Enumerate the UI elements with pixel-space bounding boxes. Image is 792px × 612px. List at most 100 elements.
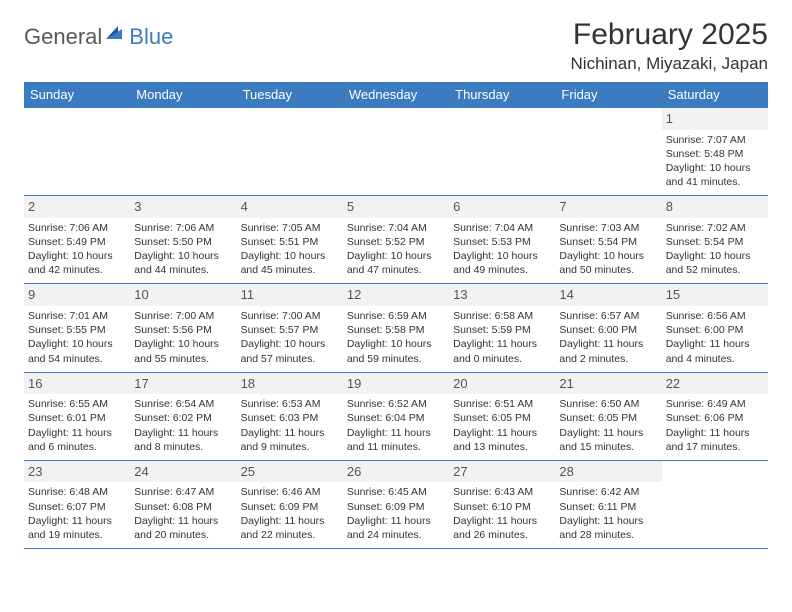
- sunset-label: Sunset: 6:08 PM: [134, 500, 232, 514]
- daylight-label: Daylight: 10 hours and 55 minutes.: [134, 337, 232, 365]
- sunrise-label: Sunrise: 7:05 AM: [241, 221, 339, 235]
- daylight-label: Daylight: 11 hours and 2 minutes.: [559, 337, 657, 365]
- sunrise-label: Sunrise: 7:07 AM: [666, 133, 764, 147]
- daylight-label: Daylight: 11 hours and 9 minutes.: [241, 426, 339, 454]
- sunset-label: Sunset: 5:53 PM: [453, 235, 551, 249]
- sunrise-label: Sunrise: 7:02 AM: [666, 221, 764, 235]
- day-number: 11: [237, 284, 343, 306]
- daylight-label: Daylight: 11 hours and 28 minutes.: [559, 514, 657, 542]
- logo-text-blue: Blue: [129, 24, 173, 50]
- day-cell: 2Sunrise: 7:06 AMSunset: 5:49 PMDaylight…: [24, 196, 130, 283]
- sunset-label: Sunset: 6:09 PM: [241, 500, 339, 514]
- day-number: 24: [130, 461, 236, 483]
- day-number: 16: [24, 373, 130, 395]
- sunrise-label: Sunrise: 7:00 AM: [134, 309, 232, 323]
- location-label: Nichinan, Miyazaki, Japan: [571, 54, 768, 74]
- sunrise-label: Sunrise: 6:45 AM: [347, 485, 445, 499]
- sunset-label: Sunset: 5:51 PM: [241, 235, 339, 249]
- sunrise-label: Sunrise: 6:50 AM: [559, 397, 657, 411]
- weekday-header: Tuesday: [237, 82, 343, 108]
- day-cell: [237, 108, 343, 195]
- day-cell: 11Sunrise: 7:00 AMSunset: 5:57 PMDayligh…: [237, 284, 343, 371]
- day-number: 9: [24, 284, 130, 306]
- sunset-label: Sunset: 6:01 PM: [28, 411, 126, 425]
- day-cell: 7Sunrise: 7:03 AMSunset: 5:54 PMDaylight…: [555, 196, 661, 283]
- logo: General Blue: [24, 18, 173, 50]
- day-number: 26: [343, 461, 449, 483]
- day-cell: 3Sunrise: 7:06 AMSunset: 5:50 PMDaylight…: [130, 196, 236, 283]
- sunset-label: Sunset: 5:52 PM: [347, 235, 445, 249]
- sunrise-label: Sunrise: 6:52 AM: [347, 397, 445, 411]
- week-row: 2Sunrise: 7:06 AMSunset: 5:49 PMDaylight…: [24, 196, 768, 284]
- sunrise-label: Sunrise: 6:57 AM: [559, 309, 657, 323]
- day-number: 25: [237, 461, 343, 483]
- day-cell: [449, 108, 555, 195]
- sunset-label: Sunset: 6:05 PM: [559, 411, 657, 425]
- day-number: 6: [449, 196, 555, 218]
- day-number: 17: [130, 373, 236, 395]
- day-number: 15: [662, 284, 768, 306]
- day-cell: 18 Sunrise: 6:53 AMSunset: 6:03 PMDayligh…: [237, 373, 343, 460]
- daylight-label: Daylight: 10 hours and 45 minutes.: [241, 249, 339, 277]
- day-cell: [130, 108, 236, 195]
- day-cell: 25Sunrise: 6:46 AMSunset: 6:09 PMDayligh…: [237, 461, 343, 548]
- calendar-page: General Blue February 2025 Nichinan, Miy…: [0, 0, 792, 549]
- sunset-label: Sunset: 5:48 PM: [666, 147, 764, 161]
- sunrise-label: Sunrise: 7:01 AM: [28, 309, 126, 323]
- daylight-label: Daylight: 11 hours and 11 minutes.: [347, 426, 445, 454]
- sunrise-label: Sunrise: 6:58 AM: [453, 309, 551, 323]
- daylight-label: Daylight: 10 hours and 47 minutes.: [347, 249, 445, 277]
- sunrise-label: Sunrise: 6:53 AM: [241, 397, 339, 411]
- sunset-label: Sunset: 6:07 PM: [28, 500, 126, 514]
- day-number: 19: [343, 373, 449, 395]
- sunrise-label: Sunrise: 6:42 AM: [559, 485, 657, 499]
- daylight-label: Daylight: 11 hours and 24 minutes.: [347, 514, 445, 542]
- day-cell: 27Sunrise: 6:43 AMSunset: 6:10 PMDayligh…: [449, 461, 555, 548]
- daylight-label: Daylight: 10 hours and 59 minutes.: [347, 337, 445, 365]
- daylight-label: Daylight: 10 hours and 50 minutes.: [559, 249, 657, 277]
- day-cell: 13Sunrise: 6:58 AMSunset: 5:59 PMDayligh…: [449, 284, 555, 371]
- day-number: 27: [449, 461, 555, 483]
- sunset-label: Sunset: 6:11 PM: [559, 500, 657, 514]
- daylight-label: Daylight: 11 hours and 15 minutes.: [559, 426, 657, 454]
- day-cell: [555, 108, 661, 195]
- sunrise-label: Sunrise: 7:04 AM: [347, 221, 445, 235]
- daylight-label: Daylight: 10 hours and 49 minutes.: [453, 249, 551, 277]
- daylight-label: Daylight: 11 hours and 0 minutes.: [453, 337, 551, 365]
- sunrise-label: Sunrise: 7:03 AM: [559, 221, 657, 235]
- day-number: 4: [237, 196, 343, 218]
- sunset-label: Sunset: 5:55 PM: [28, 323, 126, 337]
- calendar-grid: Sunday Monday Tuesday Wednesday Thursday…: [24, 82, 768, 549]
- sunset-label: Sunset: 5:59 PM: [453, 323, 551, 337]
- sunrise-label: Sunrise: 6:59 AM: [347, 309, 445, 323]
- week-row: 16Sunrise: 6:55 AMSunset: 6:01 PMDayligh…: [24, 373, 768, 461]
- day-cell: 1Sunrise: 7:07 AMSunset: 5:48 PMDaylight…: [662, 108, 768, 195]
- sunset-label: Sunset: 6:03 PM: [241, 411, 339, 425]
- sunset-label: Sunset: 6:10 PM: [453, 500, 551, 514]
- daylight-label: Daylight: 11 hours and 13 minutes.: [453, 426, 551, 454]
- sunset-label: Sunset: 6:00 PM: [559, 323, 657, 337]
- month-title: February 2025: [571, 18, 768, 52]
- sunrise-label: Sunrise: 6:46 AM: [241, 485, 339, 499]
- daylight-label: Daylight: 11 hours and 6 minutes.: [28, 426, 126, 454]
- day-cell: 10Sunrise: 7:00 AMSunset: 5:56 PMDayligh…: [130, 284, 236, 371]
- day-number: 18: [237, 373, 343, 395]
- day-cell: 15Sunrise: 6:56 AMSunset: 6:00 PMDayligh…: [662, 284, 768, 371]
- sunrise-label: Sunrise: 7:00 AM: [241, 309, 339, 323]
- daylight-label: Daylight: 11 hours and 19 minutes.: [28, 514, 126, 542]
- day-cell: 16 Sunrise: 6:55 AMSunset: 6:01 PMDayligh…: [24, 373, 130, 460]
- sunset-label: Sunset: 6:04 PM: [347, 411, 445, 425]
- weekday-header-row: Sunday Monday Tuesday Wednesday Thursday…: [24, 82, 768, 108]
- sunset-label: Sunset: 5:58 PM: [347, 323, 445, 337]
- page-header: General Blue February 2025 Nichinan, Miy…: [24, 18, 768, 74]
- day-cell: 12 Sunrise: 6:59 AMSunset: 5:58 PMDayligh…: [343, 284, 449, 371]
- day-cell: 20Sunrise: 6:51 AMSunset: 6:05 PMDayligh…: [449, 373, 555, 460]
- day-number: 21: [555, 373, 661, 395]
- day-number: 12: [343, 284, 449, 306]
- weeks-container: 1Sunrise: 7:07 AMSunset: 5:48 PMDaylight…: [24, 108, 768, 549]
- sunset-label: Sunset: 5:54 PM: [666, 235, 764, 249]
- sunrise-label: Sunrise: 6:55 AM: [28, 397, 126, 411]
- daylight-label: Daylight: 10 hours and 54 minutes.: [28, 337, 126, 365]
- sunrise-label: Sunrise: 7:06 AM: [28, 221, 126, 235]
- sunset-label: Sunset: 5:50 PM: [134, 235, 232, 249]
